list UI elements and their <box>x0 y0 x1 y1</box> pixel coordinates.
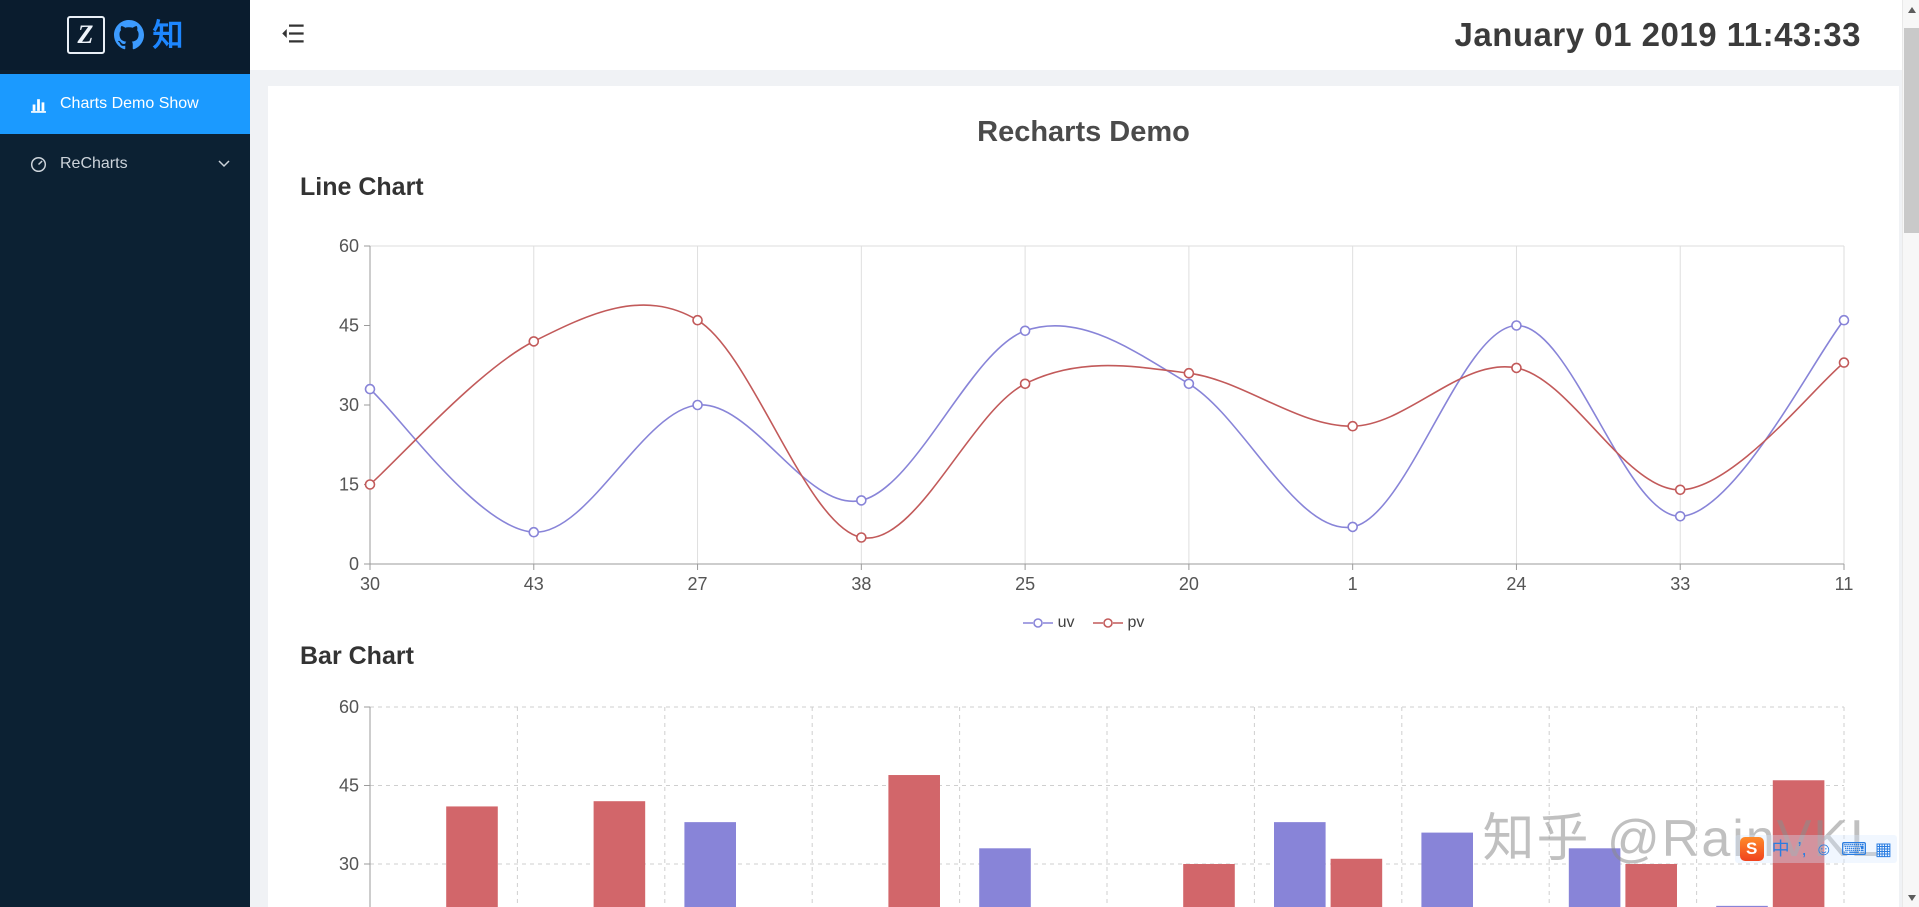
scroll-down-arrow[interactable] <box>1903 889 1919 906</box>
legend-line-dot-icon <box>1092 618 1123 628</box>
ime-toolbar[interactable]: S 中 ’, ☺ ⌨ ▦ <box>1734 835 1897 863</box>
svg-text:38: 38 <box>851 574 871 594</box>
sidebar-menu: Charts Demo Show ReCharts <box>0 74 250 194</box>
topbar: January 01 2019 11:43:33 <box>250 0 1919 70</box>
content-area[interactable]: Recharts Demo Line Chart 0 15 30 45 60 30 43 27… <box>250 70 1919 907</box>
z-logo: Z <box>66 16 105 54</box>
section-title-line-chart: Line Chart <box>300 173 424 201</box>
main-area: January 01 2019 11:43:33 Recharts Demo L… <box>250 0 1919 907</box>
svg-text:45: 45 <box>339 316 359 336</box>
emoji-icon[interactable]: ☺ <box>1814 839 1833 859</box>
legend-label: pv <box>1127 614 1145 631</box>
sidebar-item-label: ReCharts <box>60 155 128 172</box>
logo[interactable]: Z 知 <box>0 0 250 70</box>
svg-text:45: 45 <box>339 776 359 796</box>
page-title: Recharts Demo <box>977 116 1190 148</box>
svg-text:0: 0 <box>349 554 359 574</box>
svg-text:33: 33 <box>1670 574 1690 594</box>
legend-item-pv[interactable]: pv <box>1092 614 1145 632</box>
svg-text:25: 25 <box>1015 574 1035 594</box>
github-logo-icon <box>113 20 144 50</box>
punctuation-icon[interactable]: ’, <box>1797 839 1807 859</box>
svg-text:24: 24 <box>1506 574 1526 594</box>
legend-item-uv[interactable]: uv <box>1022 614 1075 632</box>
legend-label: uv <box>1057 614 1075 631</box>
section-title-bar-chart: Bar Chart <box>300 642 414 670</box>
chinese-mode-icon[interactable]: 中 <box>1771 839 1790 859</box>
keyboard-icon[interactable]: ⌨ <box>1841 839 1867 859</box>
svg-text:15: 15 <box>339 475 359 495</box>
svg-text:43: 43 <box>524 574 544 594</box>
charts-card: Recharts Demo Line Chart 0 15 30 45 60 30 43 27… <box>268 86 1899 907</box>
svg-text:60: 60 <box>339 236 359 256</box>
dashboard-icon <box>30 156 47 172</box>
line-chart[interactable]: 0 15 30 45 60 30 43 27 38 25 20 1 24 33 11 <box>298 212 1869 612</box>
bar-chart-icon <box>31 98 46 113</box>
legend-line-dot-icon <box>1022 618 1053 628</box>
zhihu-logo: 知 <box>152 17 184 53</box>
sidebar-item-charts-demo-show[interactable]: Charts Demo Show <box>0 74 250 134</box>
sidebar-item-recharts[interactable]: ReCharts <box>0 134 250 194</box>
svg-text:20: 20 <box>1179 574 1199 594</box>
toolbox-icon[interactable]: ▦ <box>1874 839 1892 859</box>
svg-text:27: 27 <box>688 574 708 594</box>
chevron-down-icon <box>218 160 230 168</box>
clock-display: January 01 2019 11:43:33 <box>1454 16 1861 53</box>
svg-text:30: 30 <box>339 395 359 415</box>
sidebar: Z 知 Charts Demo Show R <box>0 0 250 907</box>
sogou-input-icon[interactable]: S <box>1739 837 1764 861</box>
sidebar-collapse-button[interactable] <box>274 14 313 56</box>
sidebar-item-label: Charts Demo Show <box>60 95 199 112</box>
svg-text:30: 30 <box>360 574 380 594</box>
scroll-up-arrow[interactable] <box>1903 1 1919 18</box>
svg-text:11: 11 <box>1835 574 1854 594</box>
menu-fold-icon <box>282 24 304 43</box>
page-scrollbar[interactable] <box>1902 0 1919 907</box>
svg-text:1: 1 <box>1348 574 1358 594</box>
scrollbar-thumb[interactable] <box>1904 28 1919 233</box>
chart-legend: uv pv <box>298 614 1869 632</box>
svg-text:60: 60 <box>339 697 359 717</box>
svg-text:30: 30 <box>339 854 359 874</box>
